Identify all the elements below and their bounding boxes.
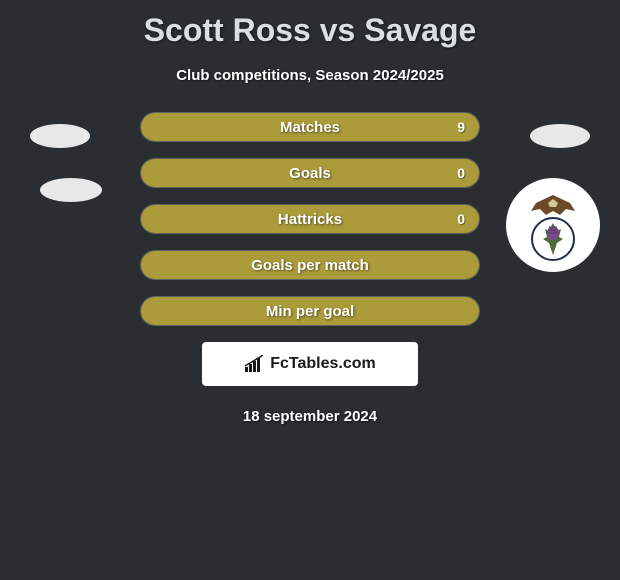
stat-row-matches: Matches 9 xyxy=(140,112,480,142)
stat-label: Min per goal xyxy=(141,303,479,320)
stat-value-right: 0 xyxy=(457,165,465,181)
comparison-subtitle: Club competitions, Season 2024/2025 xyxy=(0,67,620,84)
stat-label: Goals xyxy=(141,165,479,182)
stat-label: Hattricks xyxy=(141,211,479,228)
stat-row-min-per-goal: Min per goal xyxy=(140,296,480,326)
source-logo: FcTables.com xyxy=(202,342,418,386)
stats-container: Matches 9 Goals 0 Hattricks 0 Goals per … xyxy=(0,112,620,326)
stat-label: Matches xyxy=(141,119,479,136)
stat-row-hattricks: Hattricks 0 xyxy=(140,204,480,234)
stat-value-right: 9 xyxy=(457,119,465,135)
stat-label: Goals per match xyxy=(141,257,479,274)
stat-row-goals: Goals 0 xyxy=(140,158,480,188)
stat-row-goals-per-match: Goals per match xyxy=(140,250,480,280)
bar-chart-icon xyxy=(244,355,266,373)
logo-label: FcTables.com xyxy=(270,355,376,373)
date-label: 18 september 2024 xyxy=(0,408,620,425)
stat-value-right: 0 xyxy=(457,211,465,227)
comparison-title: Scott Ross vs Savage xyxy=(0,0,620,49)
source-logo-text: FcTables.com xyxy=(244,355,376,373)
